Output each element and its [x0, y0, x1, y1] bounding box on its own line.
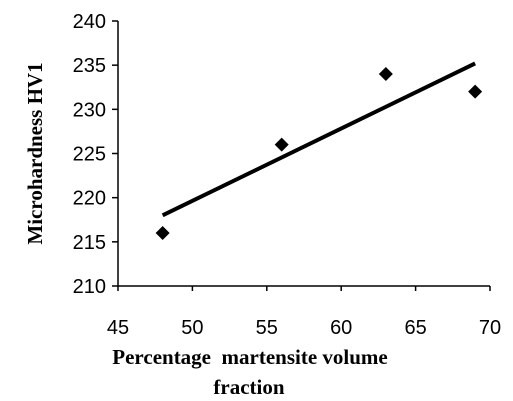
- x-tick-label: 50: [181, 317, 203, 339]
- x-tick-label: 60: [330, 317, 352, 339]
- y-tick-label: 240: [73, 11, 106, 33]
- x-tick-label: 65: [404, 317, 426, 339]
- y-tick-label: 210: [73, 276, 106, 298]
- x-tick-label: 45: [107, 317, 129, 339]
- axis-titles: Microhardness HV1 Percentage martensite …: [23, 62, 388, 399]
- y-tick-label: 215: [73, 232, 106, 254]
- y-tick-labels: 210 215 220 225 230 235 240: [73, 11, 106, 298]
- data-point-diamond: [468, 84, 483, 99]
- trendline-group: [161, 61, 476, 218]
- y-tick-label: 225: [73, 144, 106, 166]
- trendline: [161, 61, 476, 218]
- x-axis: [117, 285, 491, 291]
- data-points: [155, 67, 483, 240]
- x-tick-label: 55: [256, 317, 278, 339]
- y-tick-label: 235: [73, 55, 106, 77]
- y-tick-label: 220: [73, 188, 106, 210]
- data-point-diamond: [155, 226, 170, 240]
- y-tick-label: 230: [73, 99, 106, 121]
- x-tick-label: 70: [479, 317, 501, 339]
- y-axis-title: Microhardness HV1: [23, 62, 47, 244]
- data-point-diamond: [274, 137, 289, 152]
- data-point-diamond: [378, 67, 393, 81]
- x-tick-labels: 45 50 55 60 65 70: [107, 317, 501, 339]
- x-axis-title-line-1: Percentage martensite volume: [112, 345, 387, 369]
- x-axis-title-line-2: fraction: [213, 375, 284, 399]
- y-axis: [112, 20, 119, 287]
